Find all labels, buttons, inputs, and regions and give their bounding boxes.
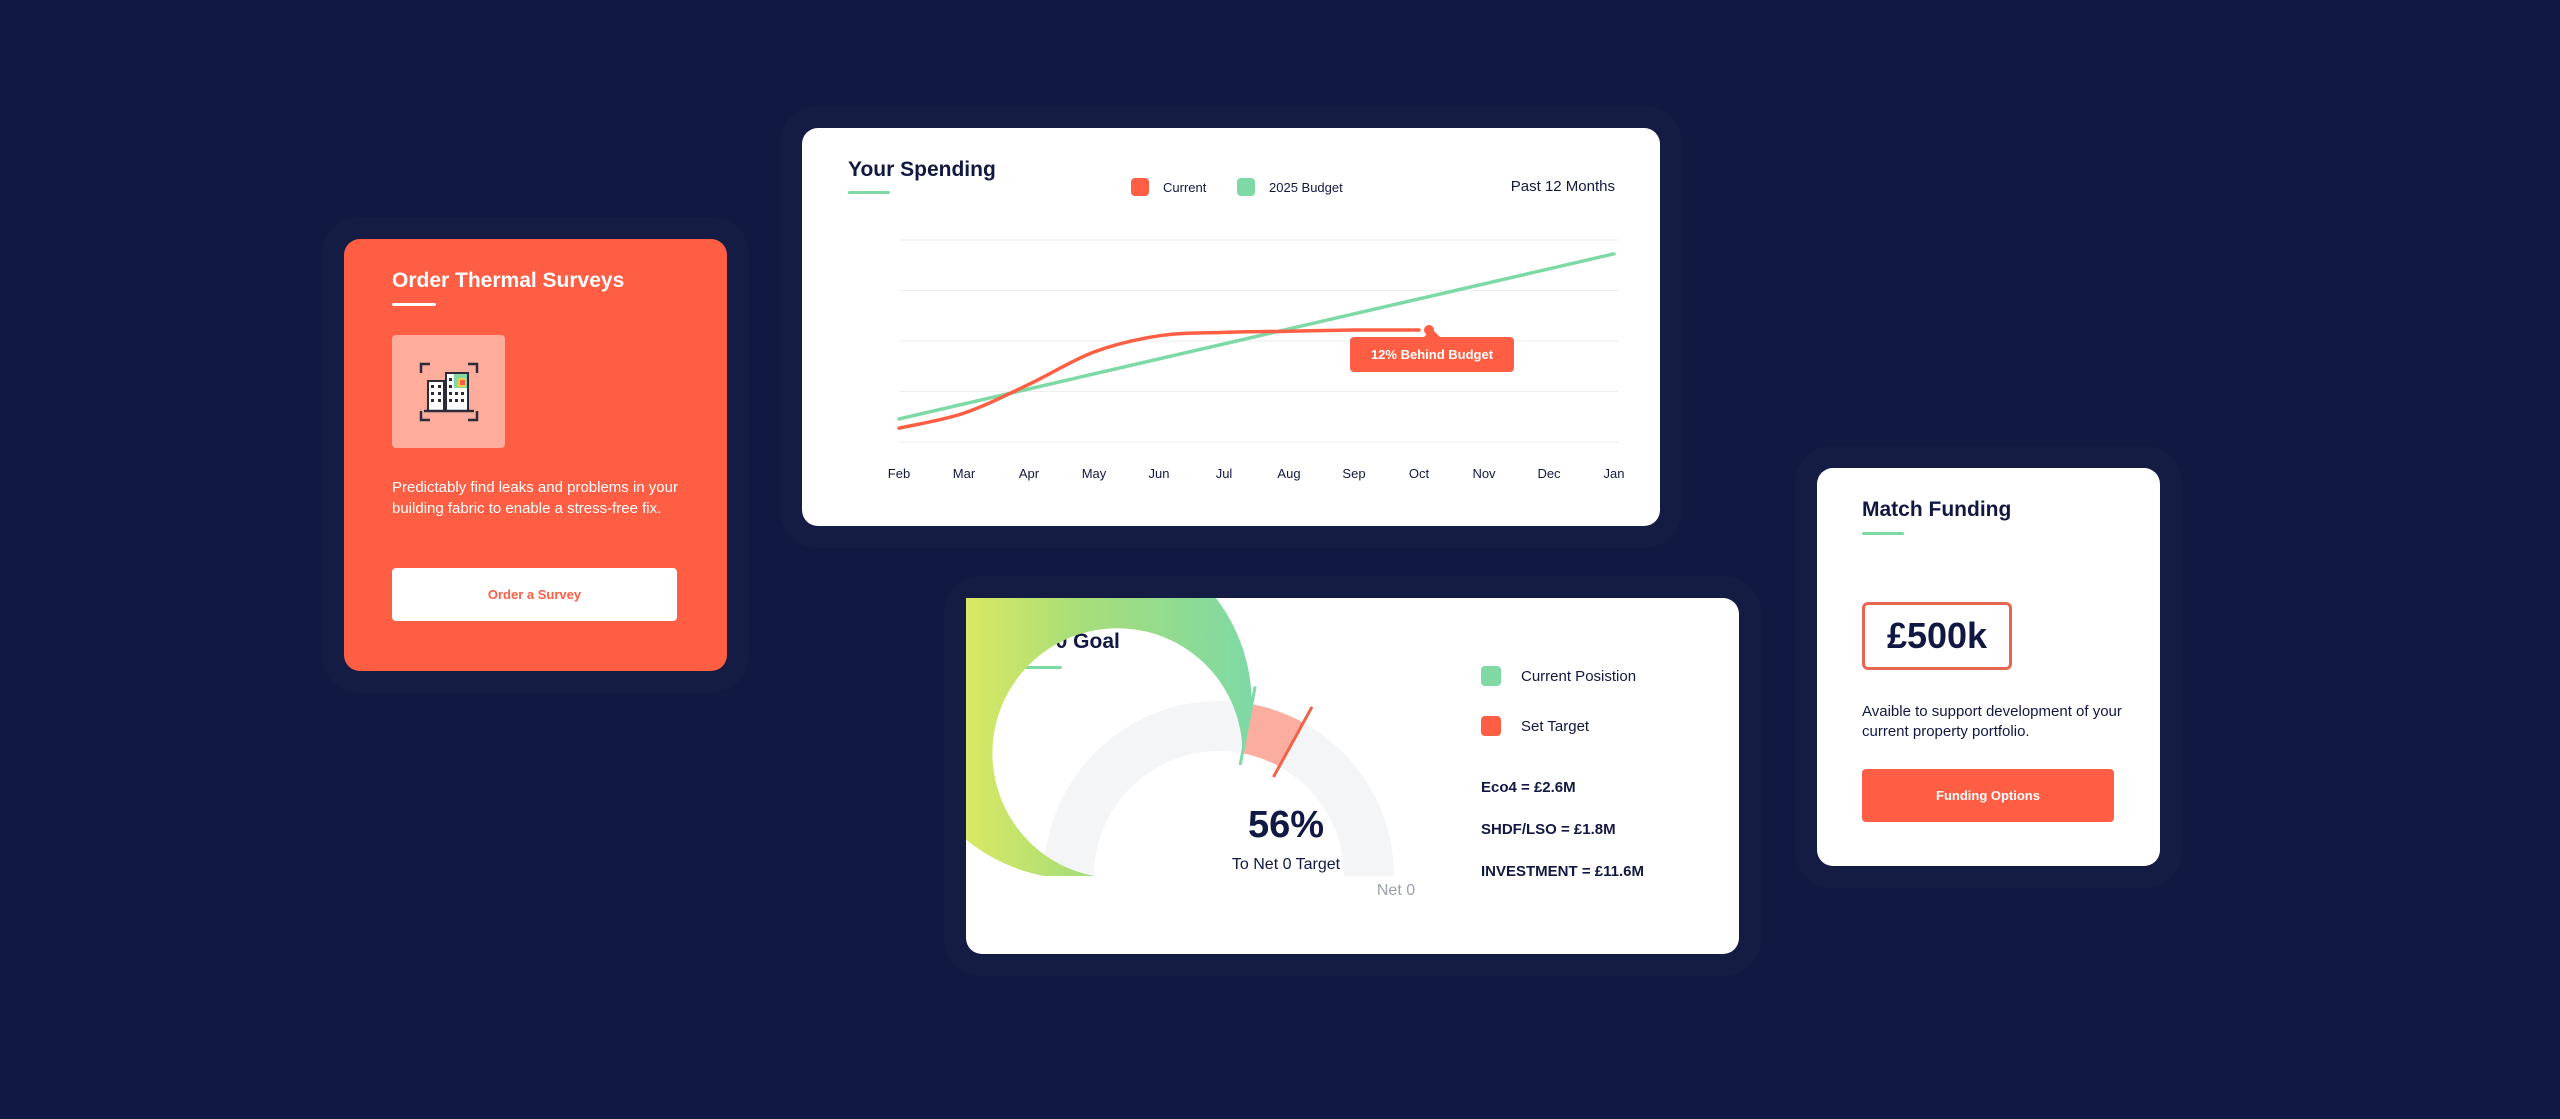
legend-swatch-budget [1237,178,1255,196]
spending-card: Your Spending Current 2025 Budget Past 1… [802,128,1660,526]
gauge-target-marker [1272,706,1314,778]
title-underline [1016,666,1062,669]
budget-tooltip: 12% Behind Budget [1350,329,1514,372]
x-tick-label: Oct [1409,466,1430,481]
x-tick-label: Jul [1216,466,1233,481]
x-tick-label: Dec [1537,466,1561,481]
x-tick-label: Jan [1604,466,1625,481]
x-tick-label: Aug [1277,466,1300,481]
spending-chart: Feb Mar Apr May Jun Jul Aug Sep Oct Nov Dec Jan [888,239,1625,481]
match-funding-card: Match Funding £500k Avaible to support d… [1817,468,2160,866]
gauge-current-marker [1238,686,1257,766]
thermal-card-title: Order Thermal Surveys [392,269,625,292]
funding-description: Avaible to support development of your c… [1862,703,2122,740]
gauge-end-label: Net 0 [1376,882,1416,899]
gauge-current-band [966,598,1252,876]
x-tick-label: Jun [1149,466,1170,481]
net0-card: Net 0 Goal 56% To Net 0 Target Net 0 Cur… [966,598,1739,954]
order-survey-button[interactable]: Order a Survey [392,568,677,621]
legend-budget: 2025 Budget [1237,178,1343,196]
title-underline [1862,532,1904,535]
x-tick-label: Nov [1472,466,1496,481]
legend-current-position: Current Posistion [1481,666,1636,686]
funding-options-button[interactable]: Funding Options [1862,769,2114,822]
legend-current: Current [1131,178,1206,196]
building-scan-icon [392,335,505,448]
thermal-description: Predictably find leaks and problems in y… [392,479,678,517]
title-underline [392,303,436,306]
legend-label: Set Target [1521,717,1590,735]
legend-label-budget: 2025 Budget [1269,179,1343,195]
period-selector[interactable]: Past 12 Months [1510,178,1615,195]
net0-gauge [966,598,1394,876]
x-tick-label: Sep [1342,466,1365,481]
legend-swatch-current-position [1481,666,1501,686]
x-tick-label: May [1082,466,1107,481]
funding-card-title: Match Funding [1862,498,2012,521]
title-underline [848,191,890,194]
stat-eco4: Eco4 = £2.6M [1481,779,1576,796]
x-tick-label: Apr [1019,466,1040,481]
gauge-subtitle: To Net 0 Target [1231,856,1341,873]
legend-swatch-current [1131,178,1149,196]
x-tick-label: Mar [953,466,976,481]
legend-label: Current Posistion [1521,667,1637,685]
legend-swatch-set-target [1481,716,1501,736]
legend-label-current: Current [1163,179,1207,195]
series-line-budget [897,252,1616,421]
gauge-track [1044,701,1394,876]
x-tick-label: Feb [888,466,910,481]
spending-card-title: Your Spending [848,158,996,181]
stat-shdf: SHDF/LSO = £1.8M [1481,821,1616,838]
legend-set-target: Set Target [1481,716,1589,736]
gauge-target-band [1242,704,1304,767]
gauge-percent: 56% [1247,804,1325,846]
thermal-survey-card: Order Thermal Surveys Predictably find l… [344,239,727,671]
funding-amount: £500k [1862,602,2012,670]
series-line-current [897,328,1421,430]
stat-investment: INVESTMENT = £11.6M [1481,863,1644,880]
